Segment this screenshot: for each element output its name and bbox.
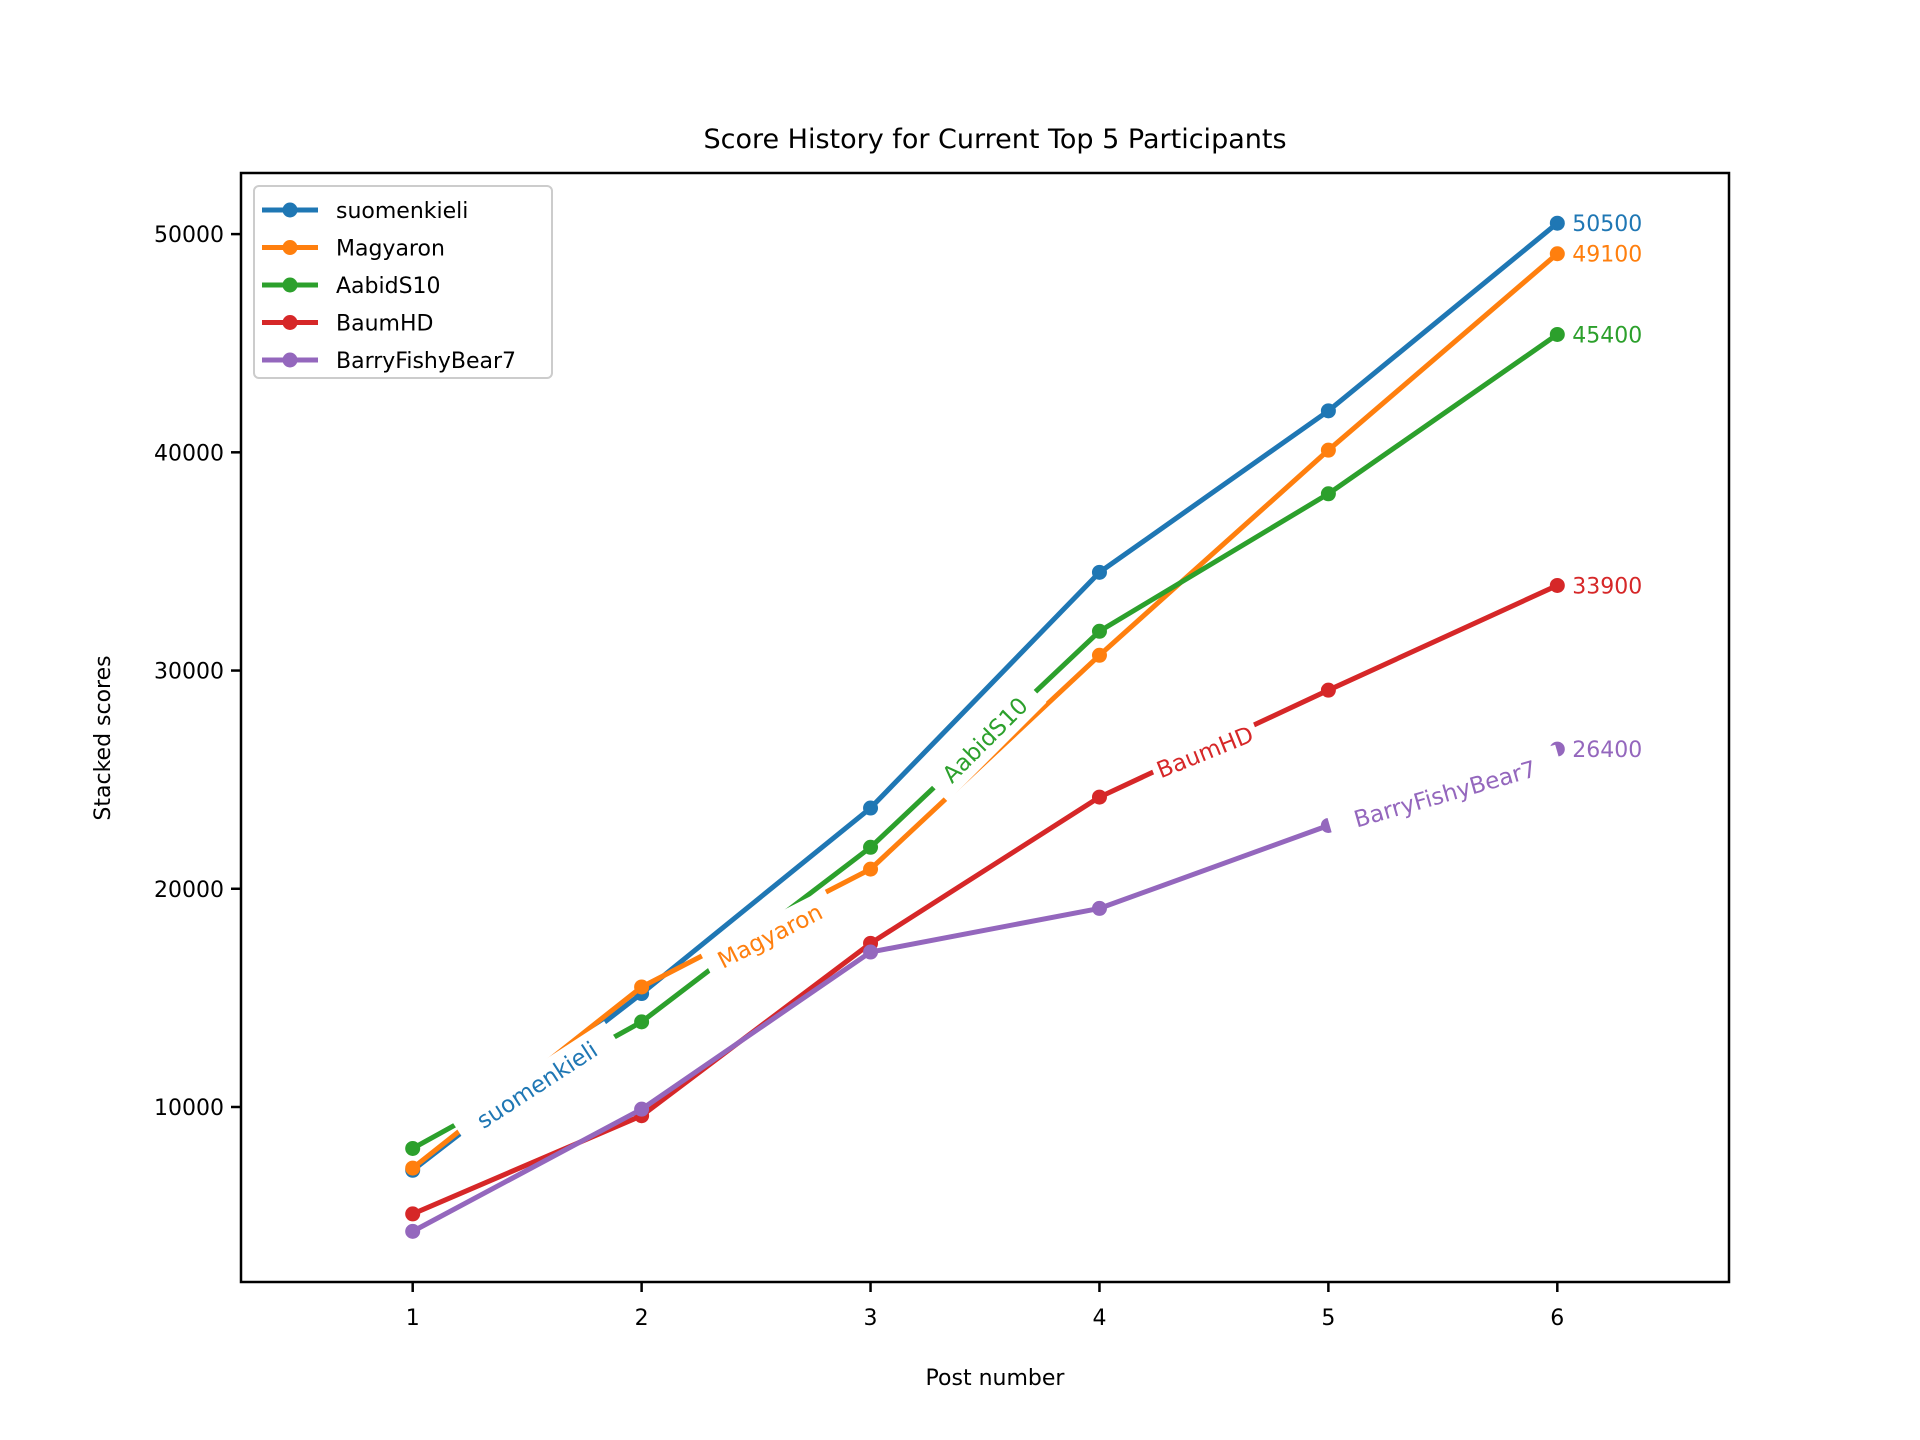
y-tick-label: 20000 [154,878,224,903]
y-tick-label: 10000 [154,1096,224,1121]
data-point [1091,900,1107,916]
x-tick-label: 2 [635,1306,649,1331]
x-tick-label: 4 [1092,1306,1106,1331]
data-point [1091,564,1107,580]
y-axis-label: Stacked scores [91,655,116,820]
data-point [634,979,650,995]
legend-label: suomenkieli [336,199,468,224]
end-value-label: 45400 [1572,323,1642,348]
data-point [1091,623,1107,639]
legend-label: BaumHD [336,312,433,337]
legend-label: Magyaron [336,237,445,262]
data-point [1549,246,1565,262]
data-point [863,861,879,877]
legend-label: AabidS10 [336,274,441,299]
data-point [405,1140,421,1156]
legend-item: BaumHD [262,312,433,337]
legend-label: BarryFishyBear7 [336,349,516,374]
axes-frame [239,171,1731,1284]
legend-item: AabidS10 [262,274,441,299]
legend: suomenkieli Magyaron AabidS10 BaumHD BarryFi… [253,185,553,379]
x-tick-label: 5 [1321,1306,1335,1331]
data-point [1091,647,1107,663]
x-axis-label: Post number [926,1366,1066,1391]
chart-title: Score History for Current Top 5 Particip… [703,124,1286,155]
data-point [863,800,879,816]
data-point [1320,403,1336,419]
data-point [1320,682,1336,698]
y-tick-label: 30000 [154,660,224,685]
legend-item: suomenkieli [262,199,468,224]
legend-item: Magyaron [262,237,445,262]
data-point [1320,442,1336,458]
x-tick-label: 1 [406,1306,420,1331]
end-value-label: 26400 [1572,738,1642,763]
data-point [1549,326,1565,342]
end-value-label: 50500 [1572,212,1642,237]
x-axis-ticks: 1 2 3 4 5 6 [406,1282,1564,1331]
end-value-label: 33900 [1572,574,1642,599]
legend-item: BarryFishyBear7 [262,349,516,374]
data-point [1091,789,1107,805]
end-value-label: 49100 [1572,243,1642,268]
x-tick-label: 3 [864,1306,878,1331]
legend-box [253,185,553,379]
data-point [863,944,879,960]
data-point [405,1206,421,1222]
x-tick-label: 6 [1550,1306,1564,1331]
data-point [634,1101,650,1117]
data-point [634,1014,650,1030]
y-axis-ticks: 10000 20000 30000 40000 50000 [154,223,241,1121]
data-point [863,839,879,855]
data-point [1320,486,1336,502]
data-point [405,1160,421,1176]
data-point [405,1223,421,1239]
data-point [1549,577,1565,593]
data-point [1549,215,1565,231]
y-tick-label: 40000 [154,441,224,466]
y-tick-label: 50000 [154,223,224,248]
